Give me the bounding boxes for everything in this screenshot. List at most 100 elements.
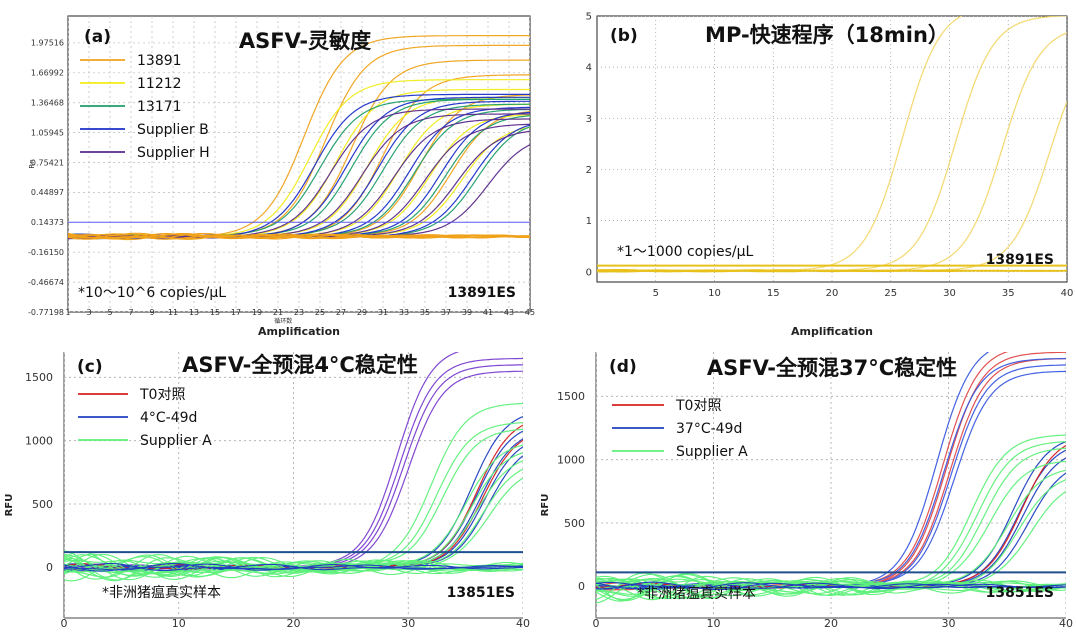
legend: T0对照 37°C-49d Supplier A — [612, 398, 748, 460]
y-tick-label: 5 — [586, 12, 592, 23]
series-curves — [596, 352, 1066, 604]
y-tick-label: -0.46674 — [28, 278, 64, 287]
panel-d: 0 10 20 30 40 0 500 1000 1500 RFU T0对照 37°C-49d Supp… — [540, 352, 1073, 630]
y-tick-label: 1.36468 — [31, 99, 64, 108]
y-tick-label: 1.05945 — [31, 128, 64, 137]
y-tick-label: 0 — [586, 267, 592, 278]
y-axis-title: RFU — [540, 494, 551, 517]
series-curves — [68, 35, 530, 241]
negative-curve — [596, 573, 1066, 596]
x-tick-label: 20 — [287, 617, 301, 630]
legend-label: 11212 — [137, 76, 182, 92]
panel-b: 5 10 15 20 25 30 35 40 0 1 2 3 4 5 Amplification (b) MP-… — [586, 12, 1074, 339]
y-tick-label: 1500 — [557, 390, 585, 403]
y-tick-label: 1.97516 — [31, 39, 64, 48]
y-axis-title: Rn — [28, 159, 36, 168]
y-tick-label: 0.75421 — [31, 158, 64, 167]
y-tick-label: 0 — [578, 580, 585, 593]
negative-curve — [64, 559, 523, 581]
x-tick-label: 37 — [441, 308, 451, 317]
panel-title: MP-快速程序（18min） — [705, 23, 949, 47]
x-tick-label: 35 — [1002, 288, 1015, 299]
x-tick-label: 23 — [294, 308, 304, 317]
x-tick-label: 31 — [378, 308, 388, 317]
x-axis-title: Amplification — [258, 325, 340, 338]
panel-tag: (d) — [609, 357, 637, 377]
annotation: *非洲猪瘟真实样本 — [102, 584, 221, 601]
x-tick-label: 3 — [86, 308, 91, 317]
x-axis-subtitle: 循环数 — [274, 317, 292, 325]
negative-curve — [596, 577, 1066, 600]
sample-label: 13851ES — [986, 585, 1054, 601]
y-tick-label: 3 — [586, 114, 592, 125]
x-tick-label: 0 — [593, 617, 600, 630]
legend-label: Supplier B — [137, 122, 209, 138]
series-curve — [64, 422, 523, 582]
x-tick-label: 10 — [172, 617, 186, 630]
x-tick-label: 21 — [273, 308, 283, 317]
panel-tag: (b) — [610, 26, 638, 46]
panel-a: 1 3 5 7 9 11 13 15 17 19 21 23 25 27 29 31 33 35 37 39 41 43 4… — [28, 15, 535, 338]
series-curve — [64, 468, 523, 577]
legend-label: T0对照 — [139, 387, 185, 403]
negative-curve — [596, 581, 1066, 590]
panel-title: ASFV-全预混37°C稳定性 — [707, 356, 957, 380]
x-tick-label: 19 — [252, 308, 262, 317]
x-tick-label: 25 — [884, 288, 897, 299]
panel-c: 0 10 20 30 40 0 500 1000 1500 RFU T0对照 4°C-49d Suppl… — [4, 352, 530, 630]
legend-label: 13171 — [137, 99, 182, 115]
legend-label: 37°C-49d — [676, 421, 742, 437]
panel-title: ASFV-灵敏度 — [239, 29, 371, 53]
grid — [597, 16, 1067, 282]
x-tick-label: 30 — [401, 617, 415, 630]
x-tick-label: 5 — [107, 308, 112, 317]
x-axis-title: Amplification — [791, 325, 873, 338]
negative-curve — [596, 582, 1066, 590]
panel-tag: (c) — [77, 357, 103, 377]
annotation: *1～1000 copies/μL — [617, 244, 754, 260]
x-tick-label: 0 — [61, 617, 68, 630]
sample-label: 13851ES — [447, 585, 515, 601]
negative-curve — [64, 562, 523, 571]
x-tick-label: 17 — [231, 308, 241, 317]
negative-curve — [68, 234, 530, 240]
x-tick-label: 10 — [707, 617, 721, 630]
series-curve — [64, 370, 523, 571]
y-tick-label: 500 — [564, 517, 585, 530]
x-tick-label: 35 — [420, 308, 430, 317]
grid — [64, 352, 523, 618]
y-tick-label: -0.16150 — [28, 248, 64, 257]
y-tick-label: 1 — [586, 216, 592, 227]
y-tick-label: -0.77198 — [28, 308, 64, 317]
x-tick-label: 43 — [504, 308, 514, 317]
x-tick-label: 13 — [189, 308, 199, 317]
x-tick-label: 30 — [942, 617, 956, 630]
negative-curve — [64, 555, 523, 576]
x-tick-label: 15 — [767, 288, 780, 299]
negative-curve — [596, 581, 1066, 591]
y-tick-label: 0 — [46, 561, 53, 574]
x-tick-label: 45 — [525, 308, 535, 317]
negative-curve — [64, 559, 523, 582]
legend-label: 4°C-49d — [140, 410, 197, 426]
legend: 13891 11212 13171 Supplier B Supplier H — [80, 53, 210, 161]
legend: T0对照 4°C-49d Supplier A — [78, 387, 212, 449]
y-tick-label: 2 — [586, 165, 592, 176]
legend-label: Supplier H — [137, 145, 210, 161]
series-curve — [64, 444, 523, 580]
y-tick-label: 4 — [586, 63, 592, 74]
x-tick-label: 39 — [462, 308, 472, 317]
panel-tag: (a) — [84, 27, 111, 47]
x-tick-label: 11 — [168, 308, 178, 317]
x-tick-label: 30 — [943, 288, 956, 299]
x-tick-label: 10 — [708, 288, 721, 299]
x-tick-label: 27 — [336, 308, 346, 317]
y-tick-label: 1.66992 — [31, 69, 64, 78]
y-tick-label: 0.44897 — [31, 188, 64, 197]
x-tick-label: 33 — [399, 308, 409, 317]
y-tick-label: 1000 — [557, 454, 585, 467]
x-tick-label: 20 — [826, 288, 839, 299]
series-curve — [64, 357, 523, 572]
x-tick-label: 20 — [824, 617, 838, 630]
